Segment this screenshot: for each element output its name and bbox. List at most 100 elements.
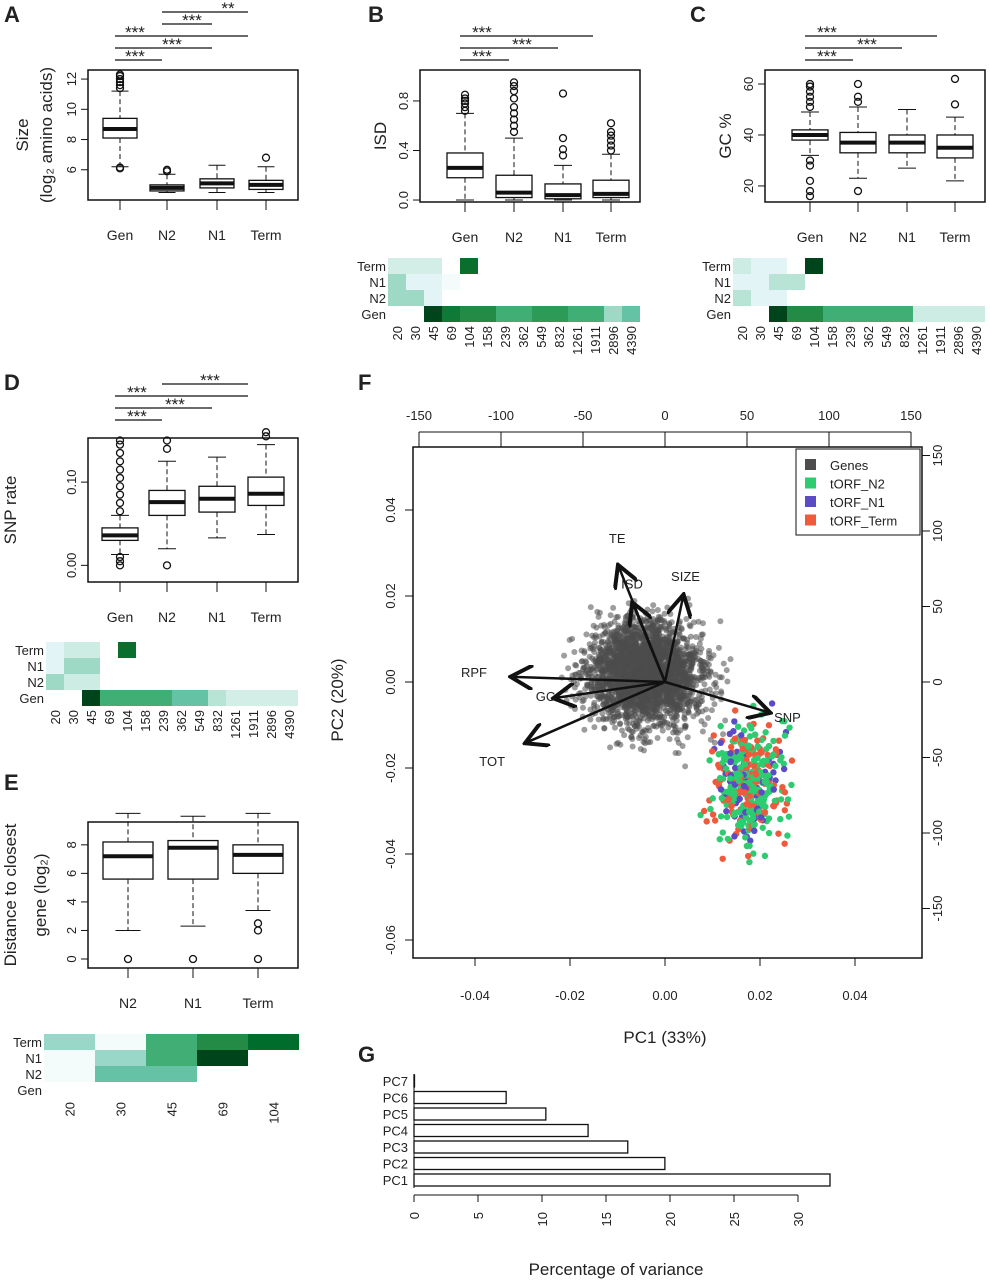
point-genes (642, 733, 649, 740)
point-torf (734, 770, 741, 777)
x-tick-label-e: N2 (119, 995, 137, 1011)
point-genes (706, 686, 713, 693)
heatmap-col-label-d-heat: 1261 (228, 710, 243, 739)
heatmap-cell (172, 690, 190, 706)
point-torf (765, 742, 773, 750)
x-tick-label-e: Term (242, 995, 273, 1011)
point-genes (681, 688, 688, 695)
heatmap-cell (197, 1050, 248, 1066)
outlier-point (509, 109, 519, 118)
heatmap-cell (406, 258, 424, 274)
outlier-point (509, 81, 519, 91)
heatmap-cell (248, 1034, 299, 1050)
significance-label: *** (125, 23, 145, 42)
heatmap-col-label-b-heat: 69 (444, 326, 459, 340)
y-tick-label-f: -0.04 (383, 839, 398, 869)
right-tick-label-f: 0 (930, 678, 945, 685)
significance-label: *** (165, 395, 185, 414)
heatmap-col-label-c-heat: 1911 (933, 326, 948, 354)
point-genes (718, 690, 725, 697)
heatmap-col-label-d-heat: 158 (138, 710, 153, 732)
point-torf (739, 745, 746, 753)
point-genes (717, 618, 724, 625)
point-genes (666, 736, 673, 743)
heatmap-row-label-c-heat: N1 (714, 275, 731, 290)
point-genes (630, 708, 637, 715)
heatmap-cell (118, 642, 136, 658)
point-torf (723, 808, 730, 815)
point-genes (589, 632, 596, 639)
point-genes (700, 667, 707, 674)
point-genes (628, 733, 635, 740)
top-tick-label-f: 100 (818, 408, 840, 423)
point-genes (595, 644, 602, 651)
outlier-point (162, 444, 172, 453)
point-genes (695, 709, 702, 716)
point-genes (727, 656, 734, 663)
heatmap-cell (751, 290, 769, 306)
heatmap-col-label-b-heat: 2896 (606, 326, 621, 355)
point-genes (604, 628, 611, 635)
torf-points (697, 700, 796, 866)
heatmap-col-label-c-heat: 1261 (915, 326, 930, 355)
bar-pc2 (413, 1156, 666, 1171)
point-genes (623, 719, 630, 726)
point-torf (777, 815, 784, 823)
heatmap-row-label-b-heat: Term (357, 259, 386, 274)
loading-label-rpf: RPF (461, 665, 487, 680)
heatmap-cell (118, 690, 136, 706)
panel-label-b: B (368, 2, 384, 27)
outlier-point (805, 97, 815, 107)
point-genes (673, 710, 680, 717)
y-tick-label-e: 8 (64, 841, 79, 848)
significance-label: ** (221, 0, 235, 18)
point-genes (665, 724, 672, 731)
x-tick-label-f: 0.00 (652, 988, 677, 1003)
point-genes (641, 711, 648, 718)
point-genes (678, 626, 685, 633)
heatmap-cell (805, 258, 823, 274)
point-genes (658, 655, 665, 662)
point-torf (771, 797, 779, 805)
point-genes (628, 728, 635, 735)
point-torf (760, 795, 768, 803)
point-genes (640, 747, 647, 754)
point-genes (581, 726, 588, 733)
point-genes (638, 635, 645, 642)
point-torf (728, 803, 735, 810)
point-genes (723, 667, 730, 674)
point-genes (620, 668, 627, 675)
bar-pc1 (413, 1173, 831, 1187)
heatmap-row-label-b-heat: Gen (361, 307, 386, 322)
outlier-point (606, 127, 616, 137)
point-torf (711, 817, 719, 824)
point-genes (607, 612, 614, 619)
y-tick-label-c: 40 (741, 128, 756, 142)
point-genes (581, 664, 588, 671)
outlier-point (805, 102, 815, 112)
y-tick-label-f: -0.06 (383, 925, 398, 955)
outlier-point (115, 561, 125, 570)
point-genes (665, 684, 672, 691)
point-genes (588, 644, 595, 651)
legend-label: tORF_N1 (830, 495, 885, 510)
point-torf (737, 764, 744, 771)
point-torf (772, 746, 780, 753)
point-genes (705, 654, 712, 661)
point-torf (723, 813, 731, 821)
point-genes (611, 634, 618, 641)
point-genes (693, 633, 700, 640)
point-torf (722, 765, 730, 772)
point-genes (686, 602, 693, 609)
heatmap-col-label-e-heat: 104 (267, 1102, 282, 1124)
point-genes (682, 763, 689, 770)
point-genes (624, 725, 631, 732)
outlier-point (162, 436, 172, 445)
point-genes (610, 647, 617, 654)
heatmap-cell (146, 1066, 197, 1082)
heatmap-col-label-c-heat: 20 (735, 326, 750, 340)
point-genes (625, 600, 632, 607)
point-genes (708, 707, 715, 714)
y-tick-label-a: 8 (64, 136, 79, 143)
bar-category-label: PC3 (383, 1140, 408, 1155)
